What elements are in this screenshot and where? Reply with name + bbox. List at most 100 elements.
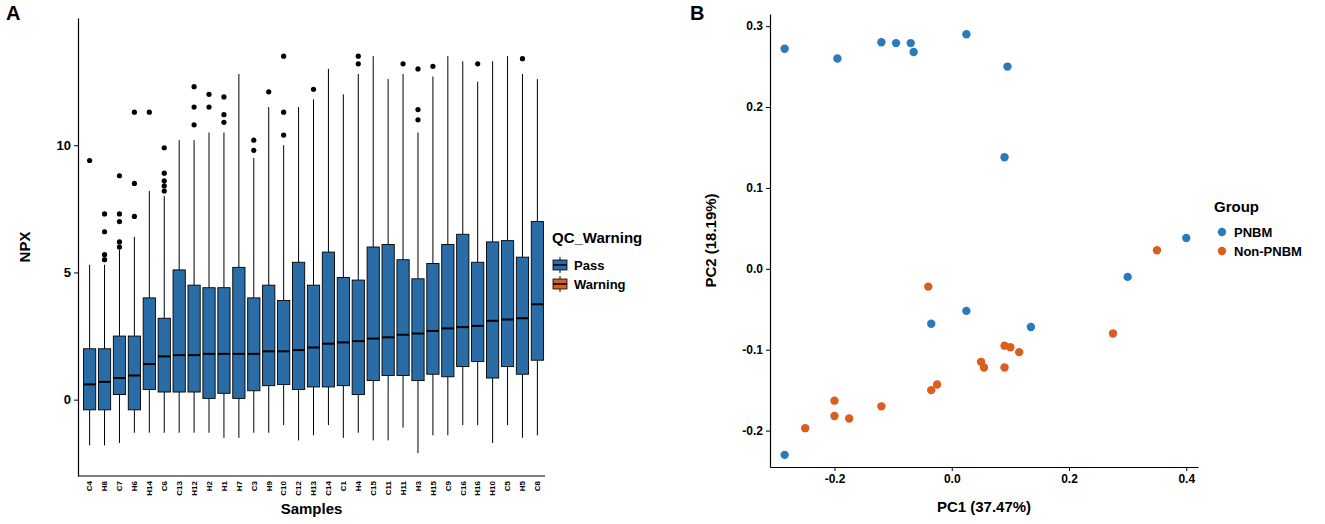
- point: [845, 414, 853, 422]
- whisker: [134, 237, 135, 336]
- box: [98, 349, 110, 410]
- whisker: [537, 360, 538, 435]
- tick-label: 0.0: [944, 472, 961, 486]
- legend-key: [553, 264, 567, 266]
- median: [128, 374, 140, 376]
- box-group: [457, 61, 469, 425]
- median: [188, 354, 200, 356]
- point: [801, 424, 809, 432]
- point: [1000, 153, 1008, 161]
- whisker: [298, 107, 299, 262]
- whisker: [238, 398, 239, 437]
- whisker: [194, 140, 195, 285]
- legend-item: Non-PNBM: [1218, 244, 1302, 259]
- point: [924, 282, 932, 290]
- whisker: [134, 410, 135, 433]
- whisker: [253, 158, 254, 298]
- median: [292, 349, 304, 351]
- point: [909, 48, 917, 56]
- box: [173, 270, 185, 392]
- box-group: [113, 173, 125, 443]
- tick: H15: [429, 480, 438, 495]
- axis: -0.2 0.0 0.2 0.4: [771, 467, 1199, 486]
- point: [1123, 273, 1131, 281]
- median: [457, 326, 469, 328]
- panel: B-0.2-0.10.00.10.20.3-0.20.00.20.4GroupP…: [690, 2, 1302, 515]
- whisker: [403, 375, 404, 427]
- tick: 0: [64, 392, 78, 407]
- legend-key: [553, 283, 567, 285]
- tick: C8: [533, 480, 542, 491]
- outlier: [117, 239, 122, 244]
- legend-key: [1218, 247, 1226, 255]
- axis-title: PC2 (18.19%): [702, 193, 719, 287]
- tick-mark: [766, 269, 770, 270]
- point: [830, 396, 838, 404]
- tick: 0.2: [746, 100, 770, 114]
- box-group: [322, 69, 334, 425]
- outlier: [281, 110, 286, 115]
- tick: 0.1: [746, 181, 770, 195]
- tick-mark: [834, 467, 835, 471]
- outlier: [191, 104, 196, 109]
- tick: C12: [294, 480, 303, 495]
- outlier: [147, 110, 152, 115]
- outlier: [191, 84, 196, 89]
- tick: H6: [130, 480, 139, 491]
- legend-item: Pass: [553, 257, 604, 273]
- outlier: [415, 107, 420, 112]
- box: [307, 285, 319, 387]
- tick: 0.4: [1178, 467, 1195, 486]
- box-group: [501, 56, 513, 425]
- median: [382, 336, 394, 338]
- point: [962, 30, 970, 38]
- tick-mark: [74, 145, 78, 146]
- point: [933, 380, 941, 388]
- tick-label: C9: [444, 480, 453, 491]
- whisker: [432, 77, 433, 264]
- tick-label: 0: [64, 392, 71, 407]
- tick: 0.2: [1061, 467, 1078, 486]
- tick: H12: [190, 480, 199, 495]
- outlier: [281, 54, 286, 59]
- tick-label: H8: [100, 480, 109, 491]
- median: [263, 350, 275, 352]
- outlier: [162, 188, 167, 193]
- legend-key: [553, 260, 567, 270]
- whisker: [119, 395, 120, 443]
- median: [322, 343, 334, 345]
- whisker: [298, 389, 299, 440]
- box-group: [472, 61, 484, 425]
- whisker: [373, 56, 374, 247]
- whisker: [417, 133, 418, 279]
- box: [412, 279, 424, 381]
- legend-title: Group: [1214, 198, 1259, 215]
- tick-label: C15: [369, 480, 378, 495]
- outlier: [311, 87, 316, 92]
- axis-title: PC1 (37.47%): [937, 498, 1031, 515]
- outlier: [117, 173, 122, 178]
- outlier: [475, 61, 480, 66]
- median: [442, 327, 454, 329]
- tick-mark: [1069, 467, 1070, 471]
- axis-title: NPX: [16, 232, 33, 263]
- box: [382, 244, 394, 375]
- panel: A0510C4H8C7H6H14C6C13H12H2H1H7C3H9C10C12…: [6, 2, 642, 517]
- tick-label: -0.2: [825, 472, 846, 486]
- panel-label: A: [6, 2, 20, 24]
- box: [233, 267, 245, 398]
- legend-label: Pass: [574, 258, 604, 273]
- box-group: [248, 138, 260, 433]
- whisker: [268, 107, 269, 285]
- whisker: [313, 387, 314, 435]
- tick-label: H7: [235, 480, 244, 491]
- tick-label: H10: [488, 480, 497, 495]
- box-group: [531, 79, 543, 435]
- tick-mark: [74, 400, 78, 401]
- whisker: [313, 99, 314, 285]
- tick: H10: [488, 480, 497, 495]
- tick: 0.0: [944, 467, 961, 486]
- median: [113, 377, 125, 379]
- legend-key: [1218, 228, 1226, 236]
- whisker: [492, 61, 493, 242]
